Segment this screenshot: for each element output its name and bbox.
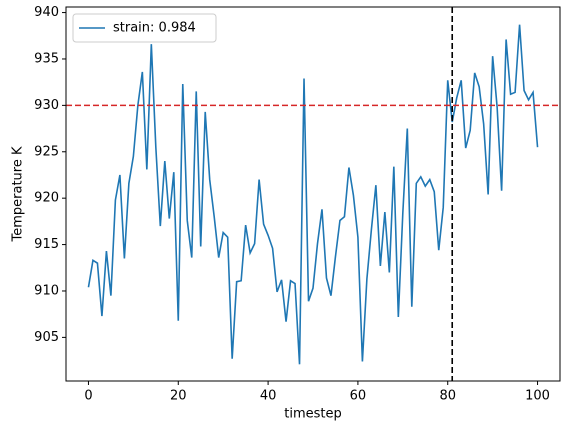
y-tick-label: 910 (34, 283, 59, 298)
x-tick-label: 100 (525, 389, 550, 404)
y-tick-label: 935 (34, 51, 59, 66)
y-tick-label: 925 (34, 144, 59, 159)
legend-label: strain: 0.984 (113, 21, 196, 36)
plot-frame (65, 6, 561, 382)
y-tick-label: 940 (34, 5, 59, 20)
y-tick-label: 915 (34, 237, 59, 252)
y-tick-label: 920 (34, 191, 59, 206)
y-tick-label: 930 (34, 98, 59, 113)
line-series (87, 24, 539, 365)
legend-box (72, 13, 217, 43)
x-axis-label: timestep (284, 407, 342, 422)
y-axis-label: Temperature K (11, 146, 26, 242)
x-tick-label: 40 (260, 389, 277, 404)
x-tick-label: 0 (84, 389, 92, 404)
x-tick-label: 80 (439, 389, 456, 404)
x-tick-label: 20 (170, 389, 187, 404)
y-tick-label: 905 (34, 330, 59, 345)
x-tick-label: 60 (350, 389, 367, 404)
